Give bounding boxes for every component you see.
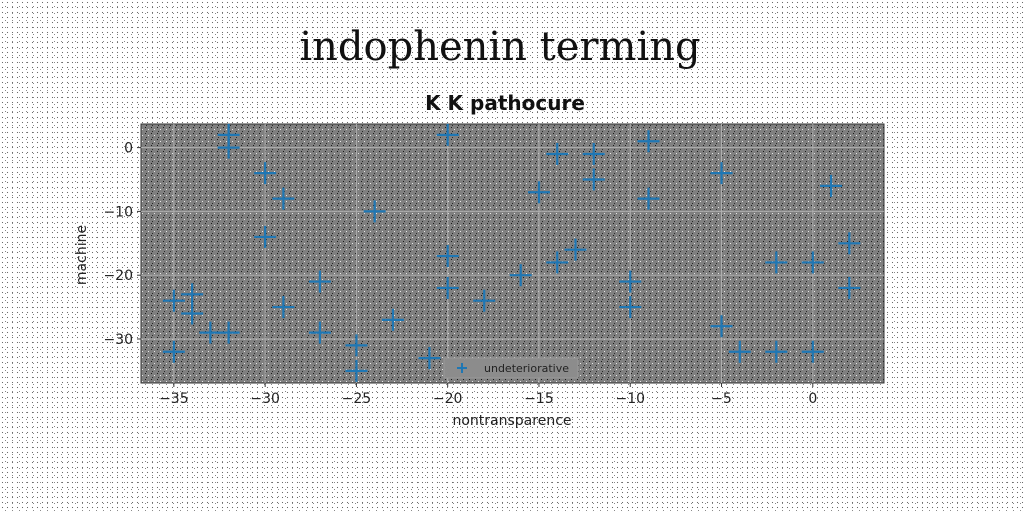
data-point <box>436 276 459 299</box>
y-tick-label: −10 <box>103 204 133 220</box>
x-tick-label: 0 <box>808 391 817 407</box>
data-point <box>254 225 277 248</box>
plot-frame <box>140 123 885 384</box>
y-axis-ticks: 0 −10 −20 −30 <box>103 141 141 348</box>
x-tick-label: −10 <box>615 391 645 407</box>
data-point <box>820 174 843 197</box>
data-point <box>582 142 605 165</box>
data-point <box>345 334 368 357</box>
x-tick-label: −30 <box>250 391 280 407</box>
data-point <box>162 340 185 363</box>
y-tick-label: −20 <box>103 268 133 284</box>
data-point <box>308 321 331 344</box>
data-point <box>509 264 532 287</box>
legend-marker-undeteriorative <box>457 363 467 373</box>
data-point <box>546 142 569 165</box>
data-point <box>272 296 295 319</box>
data-point <box>728 340 751 363</box>
plot-area <box>140 123 885 384</box>
data-point <box>582 168 605 191</box>
legend-label-undeteriorative: undeteriorative <box>484 362 569 375</box>
data-point <box>564 238 587 261</box>
data-point <box>217 321 240 344</box>
data-point <box>637 187 660 210</box>
data-point <box>637 130 660 153</box>
data-point <box>710 162 733 185</box>
data-point <box>363 200 386 223</box>
data-point <box>181 302 204 325</box>
data-point <box>619 270 642 293</box>
data-point <box>473 289 496 312</box>
data-point <box>838 276 861 299</box>
x-axis-label: nontransparence <box>452 413 571 429</box>
data-point <box>308 270 331 293</box>
data-point <box>527 181 550 204</box>
data-point <box>217 136 240 159</box>
x-tick-label: −35 <box>159 391 189 407</box>
data-point <box>710 315 733 338</box>
plot-noise <box>141 124 884 383</box>
y-axis-label: machine <box>74 225 90 285</box>
data-point <box>838 232 861 255</box>
data-point <box>801 340 824 363</box>
data-point <box>765 340 788 363</box>
y-tick-label: 0 <box>124 141 133 157</box>
data-points <box>162 123 861 382</box>
data-point <box>546 251 569 274</box>
data-point <box>436 245 459 268</box>
data-point <box>619 296 642 319</box>
figure-suptitle: indophenin terming <box>299 24 701 70</box>
data-point <box>181 283 204 306</box>
x-tick-label: −15 <box>524 391 554 407</box>
data-point <box>381 308 404 331</box>
x-axis-ticks: −35 −30 −25 −20 −15 −10 −5 0 <box>159 383 817 407</box>
x-tick-label: −20 <box>433 391 463 407</box>
data-point <box>436 123 459 146</box>
data-point <box>418 347 441 370</box>
legend: undeteriorative <box>443 357 579 379</box>
data-point <box>345 359 368 382</box>
data-point <box>765 251 788 274</box>
data-point <box>272 187 295 210</box>
legend-box <box>443 357 579 379</box>
data-point <box>254 162 277 185</box>
data-point <box>801 251 824 274</box>
data-point <box>162 289 185 312</box>
y-tick-label: −30 <box>103 332 133 348</box>
x-tick-label: −25 <box>342 391 372 407</box>
x-tick-label: −5 <box>711 391 732 407</box>
chart-title: K K pathocure <box>425 91 585 115</box>
